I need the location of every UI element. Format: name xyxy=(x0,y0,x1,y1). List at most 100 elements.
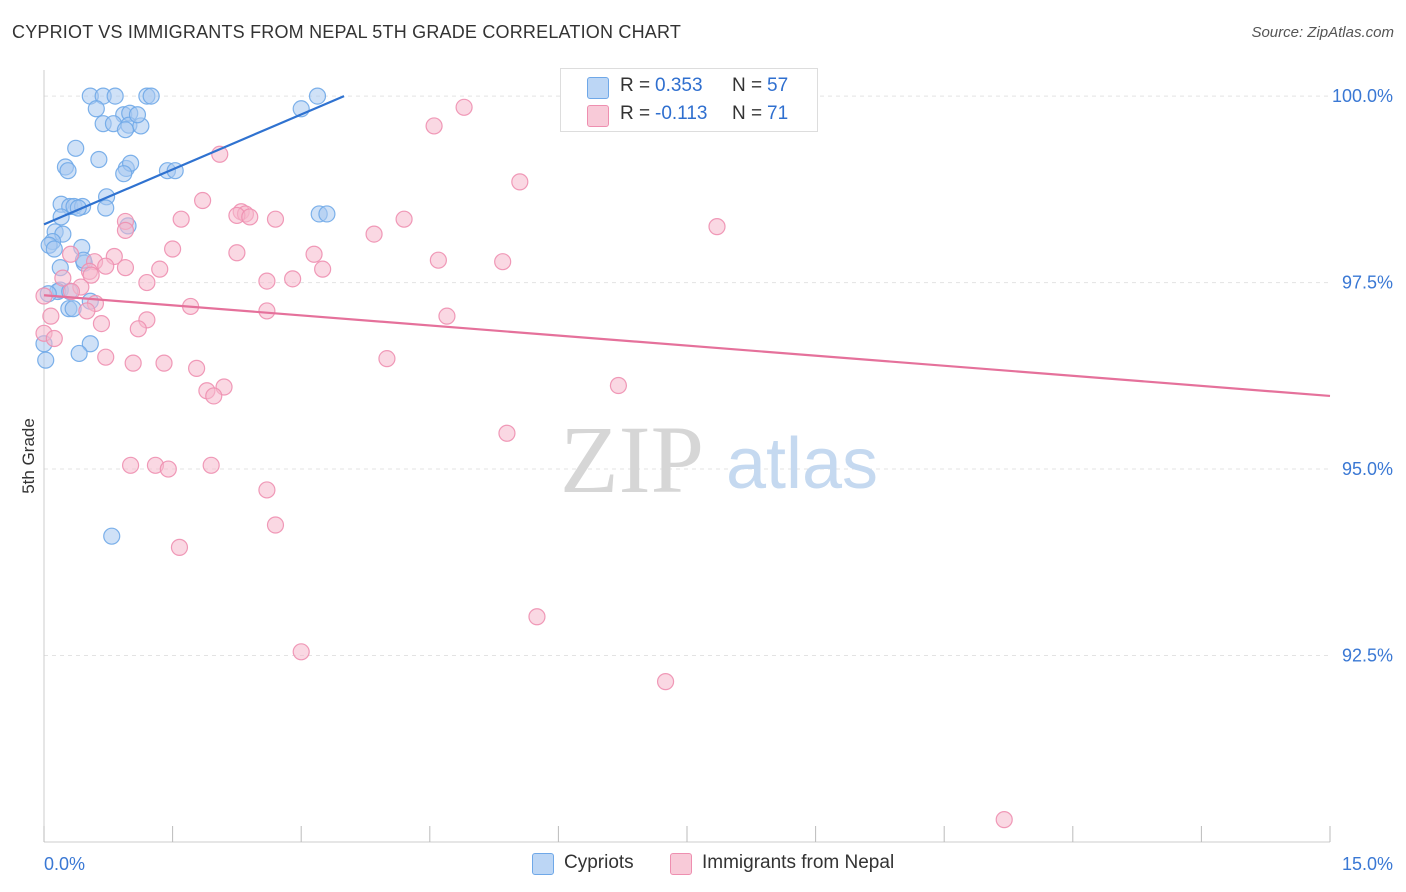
chart-title: CYPRIOT VS IMMIGRANTS FROM NEPAL 5TH GRA… xyxy=(12,22,682,42)
scatter-point-cypriots xyxy=(70,344,88,363)
y-tick-label: 95.0% xyxy=(1342,459,1393,479)
legend-n-label: N = xyxy=(732,103,763,124)
scatter-point-nepal xyxy=(151,260,169,278)
scatter-point-nepal xyxy=(97,257,115,275)
scatter-point-nepal xyxy=(124,354,142,372)
scatter-point-nepal xyxy=(425,117,443,135)
scatter-point-nepal xyxy=(92,315,111,333)
scatter-point-cypriots xyxy=(116,121,135,139)
scatter-point-nepal xyxy=(995,811,1013,829)
scatter-point-nepal xyxy=(194,191,212,210)
scatter-point-nepal xyxy=(258,272,276,290)
scatter-point-nepal xyxy=(305,245,323,263)
scatter-point-nepal xyxy=(54,269,72,287)
legend-r-value: 0.353 xyxy=(655,75,703,96)
scatter-point-nepal xyxy=(258,302,276,320)
legend-r-label: R = xyxy=(620,103,651,124)
scatter-point-cypriots xyxy=(115,165,133,183)
trend-layer xyxy=(43,95,1331,398)
points-layer xyxy=(35,87,1013,829)
y-axis-title: 5th Grade xyxy=(19,418,38,494)
scatter-point-nepal xyxy=(155,354,173,372)
legend-n-value: 57 xyxy=(767,75,789,96)
scatter-point-nepal xyxy=(241,208,259,226)
watermark-zip: ZIP xyxy=(560,406,704,513)
scatter-point-nepal xyxy=(170,538,189,556)
scatter-point-cypriots xyxy=(103,527,121,545)
legend-swatch-nepal xyxy=(587,105,609,127)
scatter-point-nepal xyxy=(121,456,140,474)
y-tick-label: 92.5% xyxy=(1342,646,1393,666)
scatter-point-nepal xyxy=(511,173,529,191)
scatter-point-cypriots xyxy=(97,199,115,217)
scatter-point-nepal xyxy=(528,608,546,626)
scatter-point-cypriots xyxy=(128,106,147,124)
scatter-point-nepal xyxy=(314,260,332,278)
scatter-point-nepal xyxy=(164,240,182,258)
scatter-point-cypriots xyxy=(81,335,99,353)
scatter-point-nepal xyxy=(284,270,302,288)
scatter-point-nepal xyxy=(378,350,396,368)
scatter-point-nepal xyxy=(188,359,206,377)
scatter-point-cypriots xyxy=(90,150,108,169)
scatter-point-nepal xyxy=(97,348,115,366)
x-tick-label: 15.0% xyxy=(1342,854,1393,874)
scatter-point-nepal xyxy=(61,245,80,263)
scatter-point-nepal xyxy=(708,218,726,236)
scatter-point-cypriots xyxy=(142,87,160,105)
legend-r-value: -0.113 xyxy=(655,103,708,124)
scatter-point-nepal xyxy=(266,516,285,534)
scatter-point-nepal xyxy=(116,221,135,239)
scatter-point-nepal xyxy=(116,259,135,277)
y-tick-label: 97.5% xyxy=(1342,273,1393,293)
scatter-point-nepal xyxy=(258,481,276,499)
scatter-point-nepal xyxy=(159,460,177,478)
scatter-point-nepal xyxy=(45,329,63,348)
scatter-point-nepal xyxy=(82,266,100,284)
scatter-point-nepal xyxy=(228,244,246,262)
scatter-point-nepal xyxy=(292,643,310,661)
scatter-point-nepal xyxy=(609,376,628,395)
bottom-legend-swatch-cypriots xyxy=(532,853,554,875)
scatter-point-cypriots xyxy=(45,240,63,258)
scatter-point-nepal xyxy=(205,387,223,405)
y-tick-label: 100.0% xyxy=(1332,86,1393,106)
scatter-point-nepal xyxy=(395,210,413,228)
bottom-legend-swatch-nepal xyxy=(670,853,692,875)
scatter-point-cypriots xyxy=(308,87,327,105)
scatter-point-nepal xyxy=(498,424,516,442)
x-tick-label: 0.0% xyxy=(44,854,85,874)
scatter-point-nepal xyxy=(266,210,285,228)
scatter-point-cypriots xyxy=(87,100,105,118)
scatter-point-cypriots xyxy=(37,351,55,369)
scatter-point-cypriots xyxy=(106,87,124,105)
legend-r-label: R = xyxy=(620,75,651,96)
scatter-point-nepal xyxy=(494,253,512,271)
axis-layer xyxy=(43,70,1331,843)
grid-layer xyxy=(44,95,1330,657)
scatter-point-nepal xyxy=(202,456,220,474)
scatter-point-nepal xyxy=(656,673,675,691)
scatter-point-nepal xyxy=(62,282,81,301)
scatter-point-nepal xyxy=(42,307,60,325)
bottom-legend-label: Immigrants from Nepal xyxy=(702,852,895,873)
source-label: Source: ZipAtlas.com xyxy=(1251,24,1394,41)
legend-n-label: N = xyxy=(732,75,763,96)
label-layer: 100.0% 97.5% 95.0% 92.5% 0.0% 15.0% xyxy=(44,86,1393,874)
scatter-point-nepal xyxy=(138,273,156,292)
stats-legend: R = 0.353 N = 57 R = -0.113 N = 71 xyxy=(560,68,818,132)
legend-n-value: 71 xyxy=(767,103,789,124)
scatter-point-nepal xyxy=(172,210,190,228)
scatter-point-nepal xyxy=(438,307,456,325)
scatter-point-nepal xyxy=(129,320,147,338)
trend-line-nepal xyxy=(43,294,1331,398)
scatter-point-nepal xyxy=(365,225,383,243)
legend-swatch-cypriots xyxy=(587,77,609,99)
bottom-legend-label: Cypriots xyxy=(564,852,634,873)
trend-line-cypriots xyxy=(43,95,345,226)
scatter-point-cypriots xyxy=(67,139,85,157)
scatter-point-nepal xyxy=(78,302,96,320)
scatter-point-cypriots xyxy=(59,162,77,180)
watermark-atlas: atlas xyxy=(726,424,878,504)
